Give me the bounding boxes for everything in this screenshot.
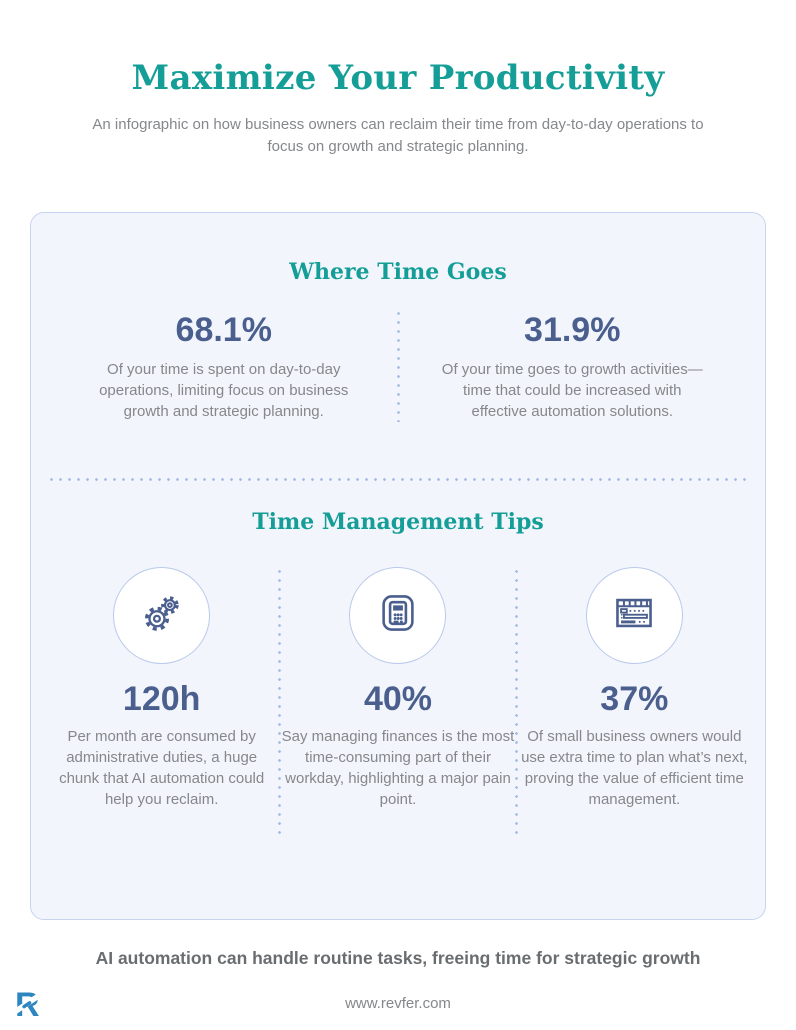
stat-description: Say managing finances is the most time-c… [281,728,515,808]
icon-circle [585,567,683,664]
tip-plan-ahead: 37% Of small business owners would use e… [518,567,751,838]
footer-note: AI automation can handle routine tasks, … [95,948,701,968]
icon-circle [349,567,447,664]
tip-managing-finances: 40% Say managing finances is the most ti… [281,567,514,838]
schedule-icon [611,590,657,641]
vertical-dotted-divider [278,567,282,838]
icon-circle [113,567,211,664]
stat-value: 37% [600,680,669,718]
page-subtitle: An infographic on how business owners ca… [92,116,704,155]
calculator-icon [375,590,421,641]
gears-icon [139,590,185,641]
page-title: Maximize Your Productivity [131,58,665,98]
tips-row: 120h Per month are consumed by administr… [31,567,765,838]
website-url: www.revfer.com [345,995,451,1012]
bottom-bar: R www.revfer.com [0,983,796,1030]
section-heading-where-time-goes: Where Time Goes [289,259,507,285]
section-heading-time-management-tips: Time Management Tips [252,509,544,535]
stat-value: 31.9% [524,311,621,349]
stat-value: 40% [363,680,433,718]
revfer-logo-icon: R [9,986,46,1024]
stat-value: 120h [122,680,201,718]
horizontal-dotted-divider [47,478,749,481]
content-card: Where Time Goes 68.1% Of your time is sp… [30,212,766,920]
vertical-dotted-divider [514,567,518,838]
vertical-dotted-divider [396,309,400,422]
time-allocation-row: 68.1% Of your time is spent on day-to-da… [31,309,765,422]
stat-growth-activities: 31.9% Of your time goes to growth activi… [400,309,746,422]
stat-day-to-day-operations: 68.1% Of your time is spent on day-to-da… [51,309,397,422]
stat-value: 68.1% [175,311,272,349]
stat-description: Of your time goes to growth activities—t… [441,361,703,420]
stat-description: Of your time is spent on day-to-day oper… [99,361,349,420]
tip-admin-duties: 120h Per month are consumed by administr… [45,567,278,838]
stat-description: Of small business owners would use extra… [521,728,748,808]
stat-description: Per month are consumed by administrative… [59,728,265,808]
